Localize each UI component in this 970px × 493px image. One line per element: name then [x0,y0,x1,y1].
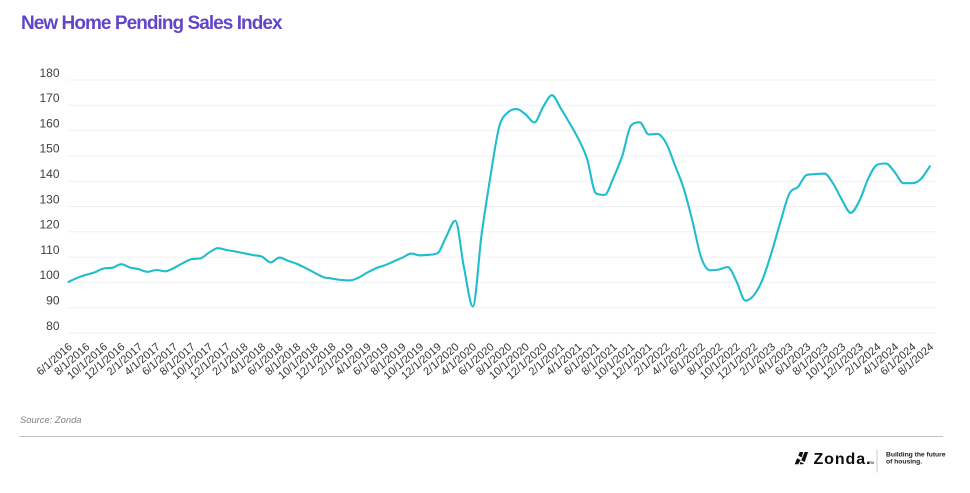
svg-text:170: 170 [39,91,59,105]
svg-text:160: 160 [39,116,59,130]
svg-text:100: 100 [39,268,59,282]
svg-text:140: 140 [39,167,59,181]
svg-text:90: 90 [46,294,60,308]
svg-text:TM: TM [869,461,874,465]
svg-text:of housing.: of housing. [886,458,922,465]
svg-text:80: 80 [46,319,60,333]
svg-text:Zonda.: Zonda. [814,451,872,468]
svg-text:110: 110 [40,243,59,257]
svg-text:130: 130 [39,192,59,206]
svg-text:150: 150 [39,142,59,156]
svg-text:Building the future: Building the future [886,452,946,459]
svg-text:180: 180 [39,66,59,80]
svg-text:120: 120 [39,218,59,232]
